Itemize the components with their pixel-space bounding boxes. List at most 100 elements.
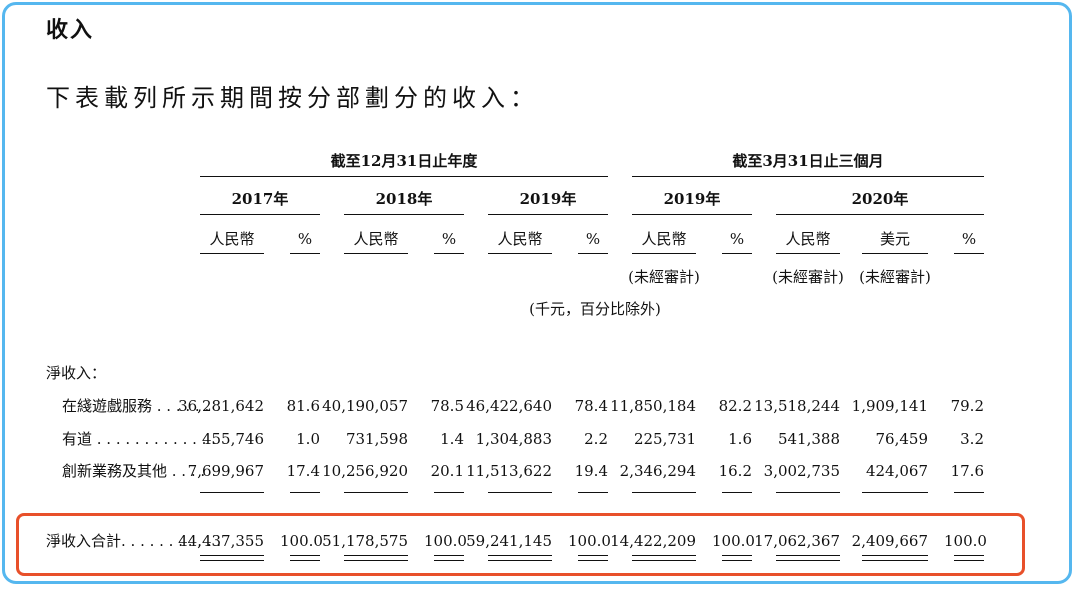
row-label: 在綫遊戲服務 . . . . . . (62, 397, 210, 415)
subtotal-rule (488, 492, 552, 493)
col-rule (578, 253, 608, 254)
q1-2019-rule (632, 214, 752, 215)
col-rule (200, 253, 264, 254)
unit-note: (千元，百分比除外) (529, 300, 661, 318)
year-2019-rule (488, 214, 608, 215)
q1-2020-rule (776, 214, 984, 215)
cell-pct-q1-2019: 16.2 (718, 462, 752, 480)
total-double-rule (954, 555, 984, 561)
total-usd-q1-2020: 2,409,667 (851, 532, 928, 550)
subtotal-rule (434, 492, 464, 493)
subtotal-rule (722, 492, 752, 493)
cell-rmb-2017: 36,281,642 (178, 397, 264, 415)
cell-rmb-2017: 455,746 (201, 430, 264, 448)
year-2017-header: 2017年 (231, 190, 289, 208)
col-pct-2018: % (441, 230, 457, 248)
col-rule (632, 253, 696, 254)
year-2018-rule (344, 214, 464, 215)
total-pct-2018: 100.0 (424, 532, 467, 550)
subtotal-rule (632, 492, 696, 493)
cell-pct-2019: 78.4 (574, 397, 608, 415)
col-pct-2017: % (297, 230, 313, 248)
total-rmb-q1-2020: 17,062,367 (754, 532, 840, 550)
total-double-rule (488, 555, 552, 561)
total-rmb-2019: 59,241,145 (466, 532, 552, 550)
total-rmb-2018: 51,178,575 (322, 532, 408, 550)
cell-rmb-q1-2019: 225,731 (633, 430, 696, 448)
row-label: 創新業務及其他 . . . . (62, 462, 206, 480)
col-rule (488, 253, 552, 254)
subtotal-rule (776, 492, 840, 493)
total-pct-2017: 100.0 (280, 532, 323, 550)
total-label: 淨收入合計. . . . . . . . . . . (46, 532, 222, 550)
cell-rmb-2018: 40,190,057 (322, 397, 408, 415)
subtotal-rule (344, 492, 408, 493)
cell-rmb-2019: 1,304,883 (475, 430, 552, 448)
col-rmb-q1-2019: 人民幣 (641, 230, 687, 248)
cell-usd-q1-2020: 424,067 (865, 462, 928, 480)
col-rule (434, 253, 464, 254)
cell-pct-q1-2020: 3.2 (960, 430, 984, 448)
unaudited-q1-2020-usd: (未經審計) (859, 268, 931, 286)
subtotal-rule (578, 492, 608, 493)
cell-pct-2019: 2.2 (584, 430, 608, 448)
col-rmb-q1-2020: 人民幣 (785, 230, 831, 248)
col-rule (722, 253, 752, 254)
col-rmb-2018: 人民幣 (353, 230, 399, 248)
total-double-rule (632, 555, 696, 561)
col-rmb-2017: 人民幣 (209, 230, 255, 248)
total-double-rule (200, 555, 264, 561)
cell-pct-2018: 1.4 (440, 430, 464, 448)
total-highlight-box (16, 513, 1025, 576)
subtotal-rule (954, 492, 984, 493)
year-2019-header: 2019年 (519, 190, 577, 208)
three-months-header: 截至3月31日止三個月 (732, 152, 884, 170)
year-2018-header: 2018年 (375, 190, 433, 208)
col-pct-q1-2020: % (961, 230, 977, 248)
col-rule (862, 253, 928, 254)
cell-rmb-2018: 10,256,920 (322, 462, 408, 480)
total-double-rule (862, 555, 928, 561)
total-double-rule (434, 555, 464, 561)
three-months-rule (632, 176, 984, 177)
col-pct-2019: % (585, 230, 601, 248)
section-title: 收入 (46, 18, 95, 43)
cell-pct-2018: 78.5 (430, 397, 464, 415)
col-rmb-2019: 人民幣 (497, 230, 543, 248)
year-2017-rule (200, 214, 320, 215)
cell-pct-q1-2019: 82.2 (718, 397, 752, 415)
screenshot-frame (2, 2, 1072, 584)
total-double-rule (776, 555, 840, 561)
cell-usd-q1-2020: 76,459 (875, 430, 929, 448)
cell-rmb-q1-2019: 2,346,294 (619, 462, 696, 480)
total-double-rule (344, 555, 408, 561)
col-pct-q1-2019: % (729, 230, 745, 248)
cell-rmb-q1-2019: 11,850,184 (610, 397, 696, 415)
cell-pct-q1-2019: 1.6 (728, 430, 752, 448)
cell-pct-q1-2020: 79.2 (950, 397, 984, 415)
cell-rmb-q1-2020: 13,518,244 (754, 397, 840, 415)
net-revenue-label: 淨收入： (46, 364, 107, 382)
cell-usd-q1-2020: 1,909,141 (851, 397, 928, 415)
cell-rmb-2017: 7,699,967 (187, 462, 264, 480)
subtotal-rule (862, 492, 928, 493)
total-double-rule (578, 555, 608, 561)
total-rmb-2017: 44,437,355 (178, 532, 264, 550)
cell-rmb-2018: 731,598 (345, 430, 408, 448)
cell-rmb-2019: 11,513,622 (466, 462, 552, 480)
q1-2019-header: 2019年 (663, 190, 721, 208)
total-rmb-q1-2019: 14,422,209 (610, 532, 696, 550)
col-usd-q1-2020: 美元 (879, 230, 910, 248)
q1-2020-header: 2020年 (851, 190, 909, 208)
intro-text: 下表載列所示期間按分部劃分的收入： (46, 84, 539, 112)
total-pct-q1-2020: 100.0 (944, 532, 987, 550)
year-end-header: 截至12月31日止年度 (330, 152, 478, 170)
cell-pct-2017: 81.6 (286, 397, 320, 415)
cell-pct-2017: 1.0 (296, 430, 320, 448)
total-double-rule (722, 555, 752, 561)
cell-pct-2017: 17.4 (286, 462, 320, 480)
total-pct-2019: 100.0 (568, 532, 611, 550)
subtotal-rule (200, 492, 264, 493)
cell-pct-2018: 20.1 (430, 462, 464, 480)
col-rule (290, 253, 320, 254)
